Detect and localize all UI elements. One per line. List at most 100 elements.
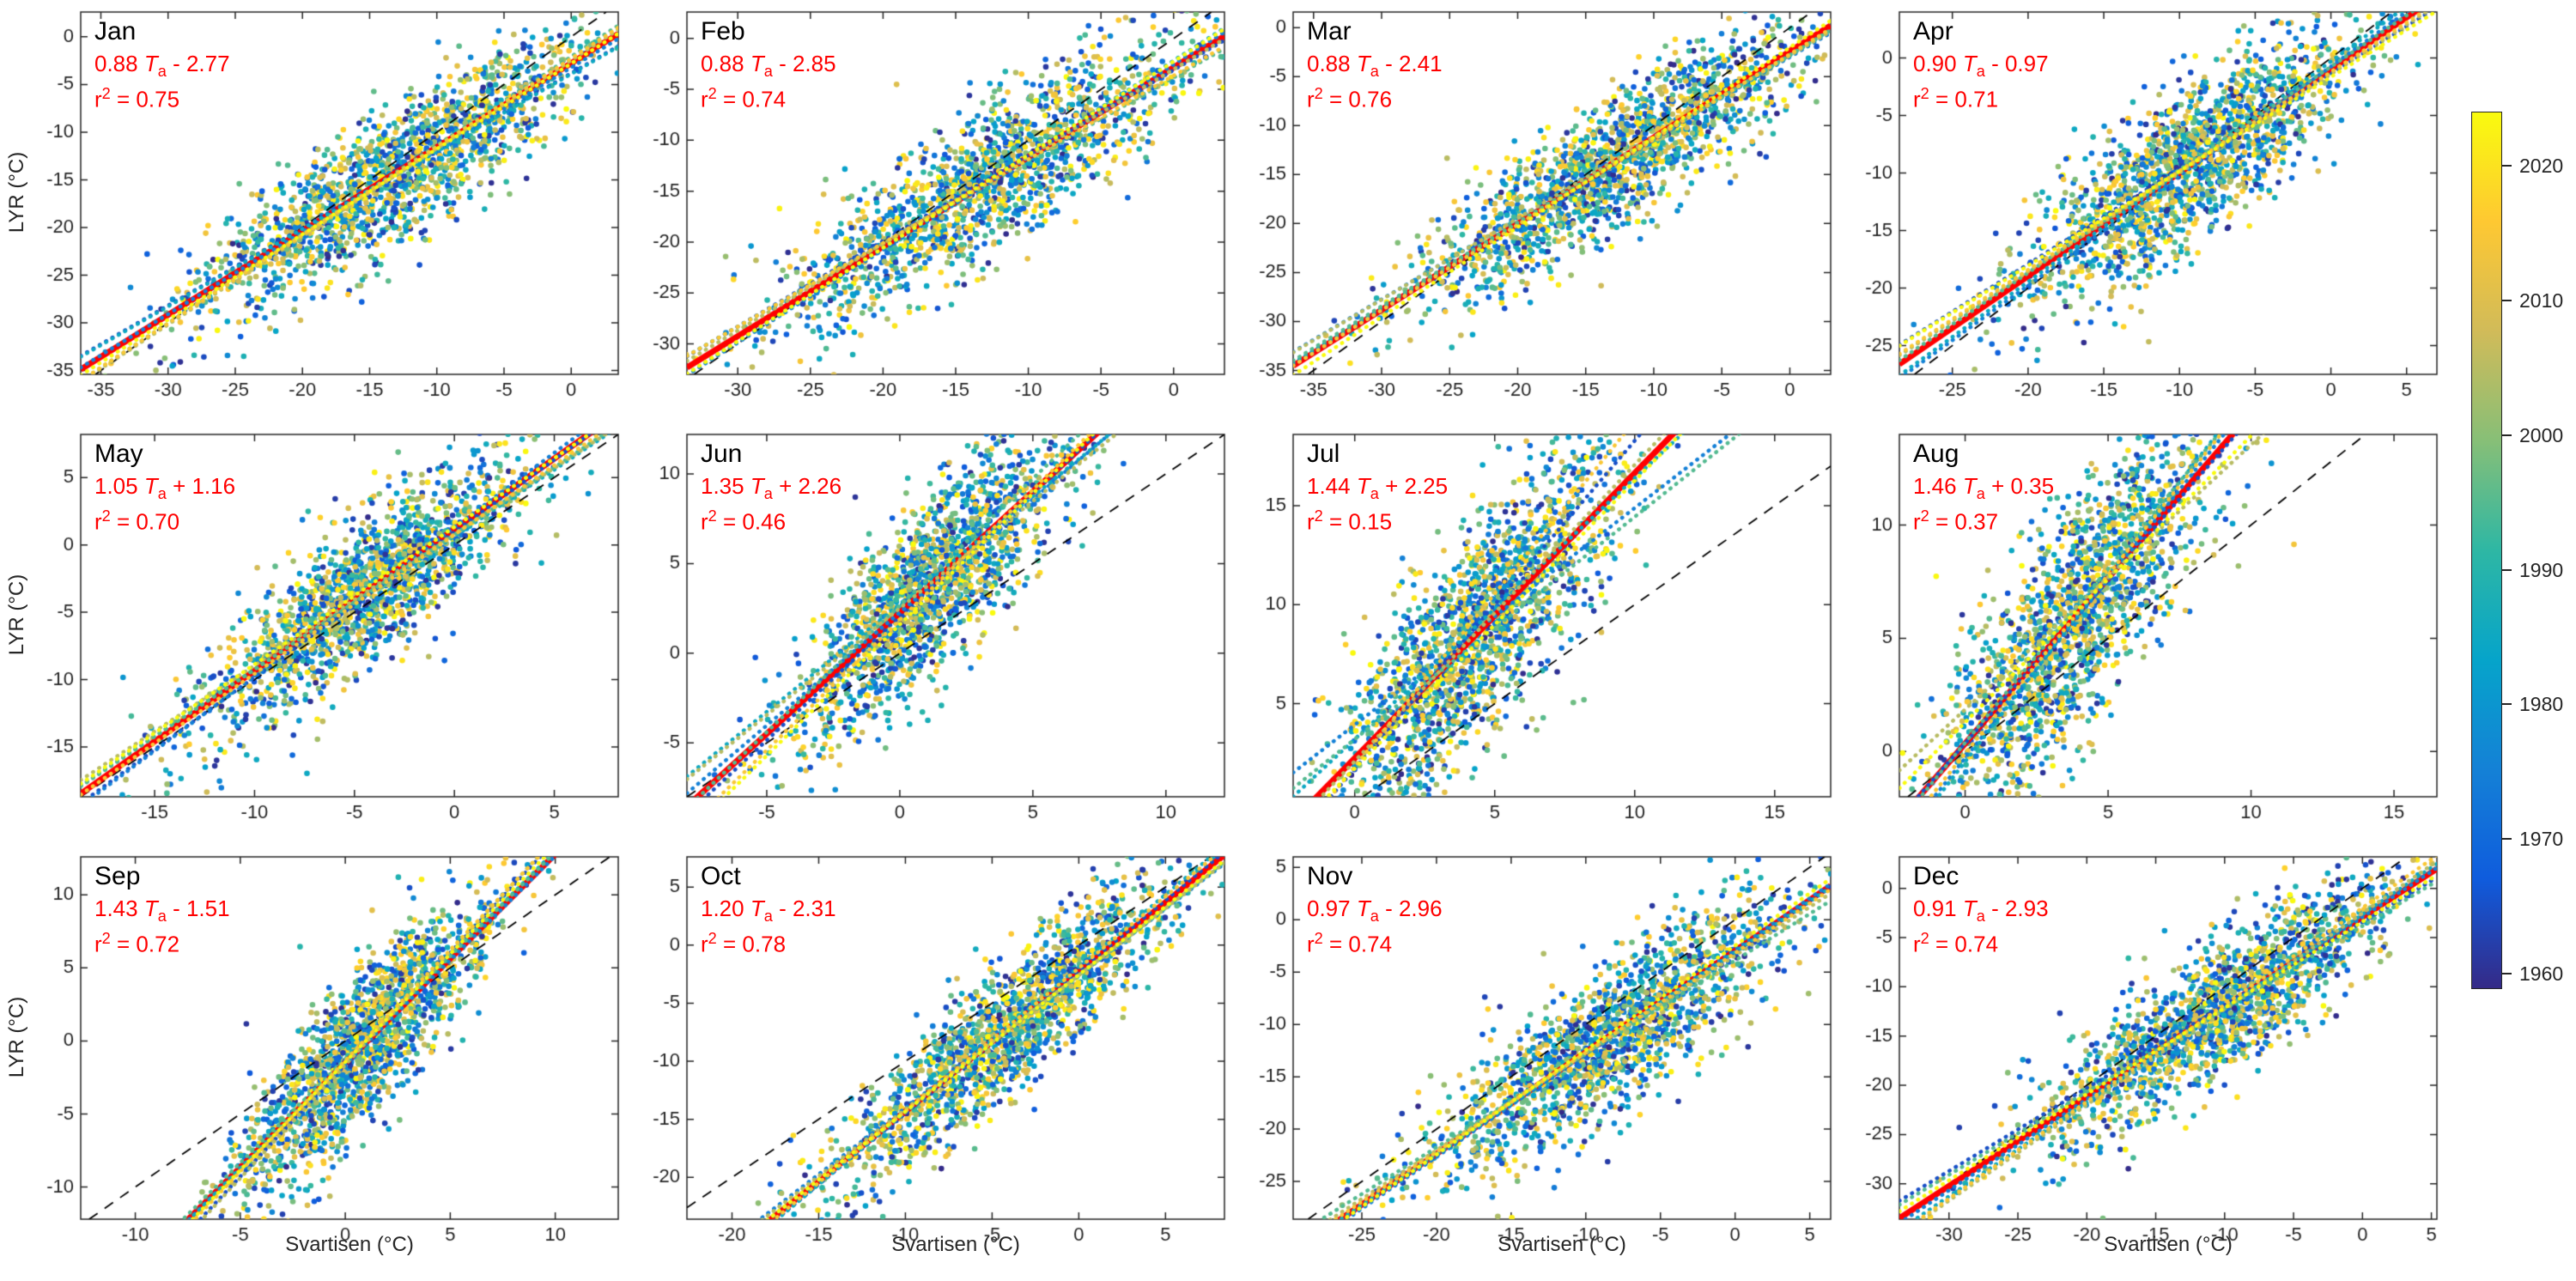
r-value: = 0.75: [110, 86, 180, 112]
month-label: Jan: [94, 17, 137, 46]
eq-slope: 0.91: [1913, 895, 1963, 921]
regression-equation: 1.43 Ta - 1.51: [94, 897, 230, 924]
eq-intercept: - 2.96: [1378, 895, 1443, 921]
r-exponent: 2: [1314, 930, 1323, 947]
nov-scatter-canvas: [1243, 850, 1836, 1262]
eq-slope: 1.20: [701, 895, 750, 921]
month-label: Sep: [94, 862, 141, 890]
r-squared-label: r2 = 0.74: [701, 86, 786, 111]
r-value: = 0.76: [1322, 86, 1393, 112]
eq-variable: T: [750, 895, 764, 921]
panel-mar: Mar 0.88 Ta - 2.41 r2 = 0.76: [1243, 5, 1836, 417]
colorbar-tick-mark: [2501, 434, 2512, 436]
month-label: Feb: [701, 17, 745, 46]
eq-variable: T: [143, 51, 158, 76]
r-symbol: r: [701, 931, 708, 957]
eq-slope: 1.44: [1307, 473, 1357, 499]
apr-scatter-canvas: [1850, 5, 2442, 417]
eq-variable: T: [1962, 895, 1977, 921]
r-exponent: 2: [101, 507, 111, 525]
jun-scatter-canvas: [637, 428, 1230, 840]
month-label: May: [94, 440, 143, 468]
r-value: = 0.71: [1929, 86, 1999, 112]
r-exponent: 2: [708, 85, 717, 102]
eq-subscript: a: [157, 908, 167, 926]
month-label: Oct: [701, 862, 741, 890]
eq-subscript: a: [1370, 63, 1379, 81]
colorbar-tick-label: 2010: [2519, 288, 2564, 312]
colorbar-gradient: [2471, 112, 2502, 989]
month-label: Mar: [1307, 17, 1352, 46]
eq-intercept: - 2.31: [772, 895, 836, 921]
eq-subscript: a: [763, 908, 773, 926]
panel-grid: Jan 0.88 Ta - 2.77 r2 = 0.75 Feb 0.88 Ta…: [31, 5, 2442, 1262]
r-symbol: r: [1913, 508, 1921, 535]
r-value: = 0.74: [1322, 931, 1393, 957]
x-axis-title: Svartisen (°C): [891, 1233, 1020, 1256]
r-value: = 0.70: [110, 508, 180, 535]
eq-slope: 0.88: [701, 51, 750, 76]
eq-slope: 0.90: [1913, 51, 1963, 76]
eq-intercept: + 2.26: [772, 473, 842, 499]
y-axis-title: LYR (°C): [5, 996, 28, 1078]
eq-intercept: - 2.93: [1984, 895, 2049, 921]
eq-variable: T: [143, 895, 158, 921]
r-symbol: r: [94, 508, 102, 535]
colorbar-tick-mark: [2501, 703, 2512, 706]
regression-equation: 1.46 Ta + 0.35: [1913, 475, 2054, 501]
r-squared-label: r2 = 0.70: [94, 508, 179, 533]
eq-subscript: a: [763, 485, 773, 503]
eq-intercept: + 1.16: [166, 473, 236, 499]
eq-subscript: a: [1370, 485, 1379, 503]
r-squared-label: r2 = 0.71: [1913, 86, 1998, 111]
eq-slope: 0.88: [1307, 51, 1357, 76]
regression-equation: 1.05 Ta + 1.16: [94, 475, 235, 501]
jan-scatter-canvas: [31, 5, 623, 417]
panel-aug: Aug 1.46 Ta + 0.35 r2 = 0.37: [1850, 428, 2442, 840]
panel-jul: Jul 1.44 Ta + 2.25 r2 = 0.15: [1243, 428, 1836, 840]
eq-subscript: a: [1976, 63, 1985, 81]
colorbar-tick-mark: [2501, 568, 2512, 571]
eq-subscript: a: [157, 63, 167, 81]
eq-intercept: - 2.85: [772, 51, 836, 76]
colorbar-tick-label: 2000: [2519, 423, 2564, 446]
eq-slope: 1.35: [701, 473, 750, 499]
r-squared-label: r2 = 0.15: [1307, 508, 1392, 533]
r-exponent: 2: [1920, 930, 1929, 947]
eq-subscript: a: [1976, 485, 1985, 503]
panel-oct: Oct 1.20 Ta - 2.31 r2 = 0.78 Svartisen (…: [637, 850, 1230, 1262]
colorbar-tick-label: 2020: [2519, 154, 2564, 177]
oct-scatter-canvas: [637, 850, 1230, 1262]
month-label: Jun: [701, 440, 743, 468]
colorbar-tick-mark: [2501, 838, 2512, 841]
y-axis-title: LYR (°C): [5, 574, 28, 656]
r-squared-label: r2 = 0.74: [1913, 931, 1998, 956]
panel-jan: Jan 0.88 Ta - 2.77 r2 = 0.75: [31, 5, 623, 417]
mar-scatter-canvas: [1243, 5, 1836, 417]
aug-scatter-canvas: [1850, 428, 2442, 840]
eq-intercept: + 2.25: [1378, 473, 1449, 499]
eq-intercept: - 0.97: [1984, 51, 2049, 76]
r-symbol: r: [701, 508, 708, 535]
eq-variable: T: [1962, 473, 1977, 499]
eq-variable: T: [1356, 895, 1370, 921]
month-label: Aug: [1913, 440, 1959, 468]
r-squared-label: r2 = 0.72: [94, 931, 179, 956]
r-exponent: 2: [1920, 85, 1929, 102]
eq-variable: T: [143, 473, 158, 499]
r-symbol: r: [701, 86, 708, 112]
sep-scatter-canvas: [31, 850, 623, 1262]
regression-equation: 1.35 Ta + 2.26: [701, 475, 841, 501]
feb-scatter-canvas: [637, 5, 1230, 417]
eq-intercept: - 2.41: [1378, 51, 1443, 76]
month-label: Nov: [1307, 862, 1353, 890]
r-exponent: 2: [708, 930, 717, 947]
regression-equation: 1.20 Ta - 2.31: [701, 897, 836, 924]
eq-subscript: a: [1976, 908, 1985, 926]
x-axis-title: Svartisen (°C): [1498, 1233, 1626, 1256]
eq-subscript: a: [763, 63, 773, 81]
r-squared-label: r2 = 0.46: [701, 508, 786, 533]
regression-equation: 0.97 Ta - 2.96: [1307, 897, 1443, 924]
colorbar-tick-label: 1960: [2519, 962, 2564, 986]
regression-equation: 0.88 Ta - 2.85: [701, 52, 836, 79]
